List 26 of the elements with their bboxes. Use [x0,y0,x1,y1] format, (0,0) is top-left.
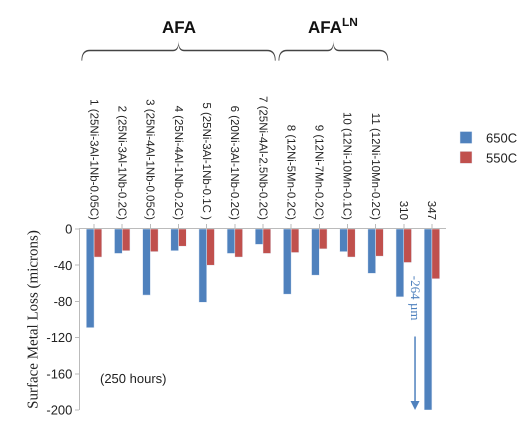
x-tick-label: 6 (20Ni-3Al-1Nb-0.2C) [228,106,240,220]
y-tick-label: -160 [46,366,72,382]
x-tick-label: 11 (12Ni-10Mn-0.2C) [368,112,381,220]
legend-label: 550C [486,150,518,166]
x-tick-label: 310 [397,200,410,220]
x-tick-label: 3 (25Ni-4Al-1Nb-0.05C) [144,99,156,220]
x-tick-label: 10 (12Ni-10Mn-0.1C) [340,112,353,220]
annotation: -264 µm [408,276,423,320]
legend-label: 650C [486,130,518,146]
x-tick-label: 4 (25Ni-4Al-1Nb-0.2C) [172,106,184,220]
y-tick-label: -120 [46,330,72,346]
x-tick-label: 7 (25Ni-4Al-2.5Nb-0.2C) [256,96,268,220]
annotation: (250 hours) [100,371,166,386]
x-tick-label: 347 [425,200,438,220]
y-axis-title: Surface Metal Loss (microns) [26,230,42,409]
x-tick-label: 2 (25Ni-3Al-1Nb-0.2C) [115,106,128,220]
text: AFA$^{LN}$ [308,15,358,38]
y-tick-label: -200 [46,402,72,418]
x-tick-label: 8 (12Ni-5Mn-0.2C) [284,124,296,220]
y-tick-label: 0 [65,222,72,237]
x-tick-label: 1 (25Ni-3Al-1Nb-0.05C) [87,99,100,220]
x-tick-label: 9 (12Ni-7Mn-0.2C) [312,124,325,220]
x-tick-label: 5 (25Ni-3Al-1Nb-0.1C ) [200,102,212,220]
y-tick-label: -80 [54,294,72,309]
text: AFA [162,18,196,37]
y-tick-label: -40 [54,258,72,273]
